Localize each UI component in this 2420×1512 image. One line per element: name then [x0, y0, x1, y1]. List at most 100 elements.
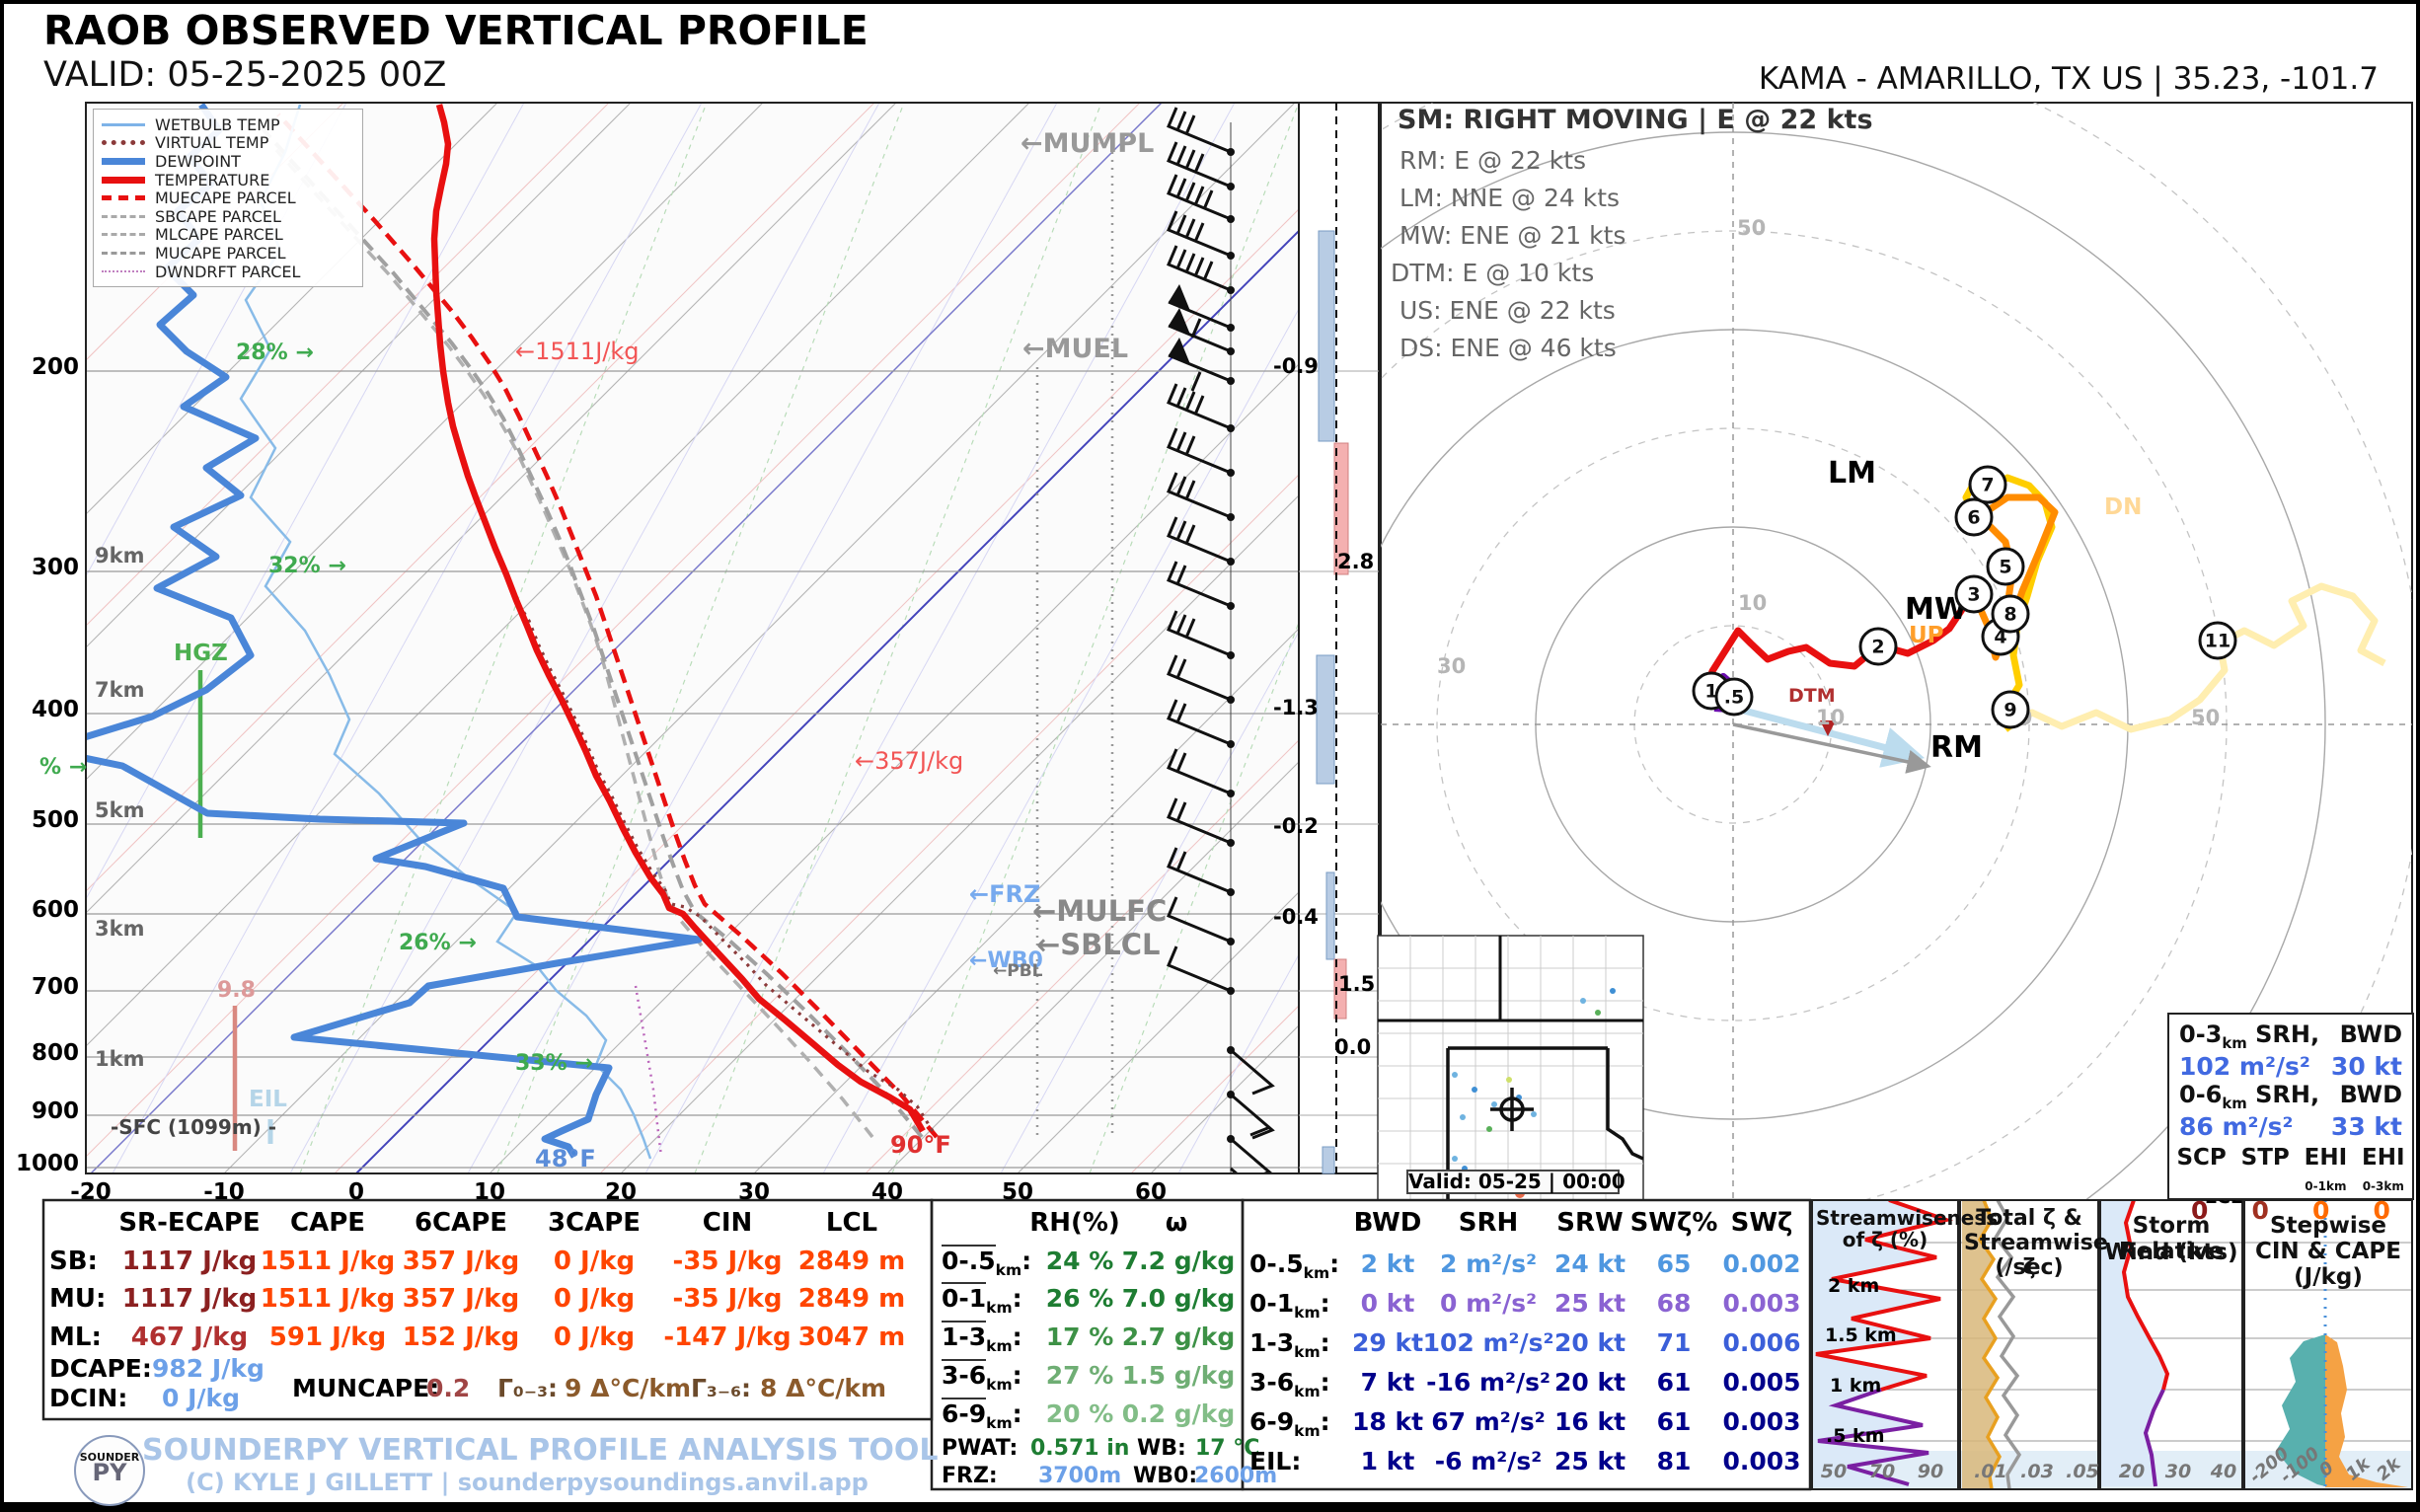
- figure-bottom-bar: [4, 1502, 2416, 1508]
- temperature-curve: [430, 104, 926, 1133]
- rh-layer-label: 0-1km:: [942, 1282, 1022, 1317]
- p1-ytick: .5 km: [1826, 1425, 1885, 1447]
- legend-label: DEWPOINT: [155, 151, 241, 171]
- bwd-0-3-value: 30 kt: [2330, 1051, 2402, 1081]
- stp-value: 0: [2251, 1195, 2269, 1225]
- logo-text-bottom: PY: [92, 1459, 127, 1486]
- p1-xtick: 70: [1868, 1461, 1896, 1482]
- bwd-row-label: BWD: [2339, 1080, 2402, 1108]
- table-panel-borders: [41, 1198, 1812, 1491]
- hodo-km-marker: 9: [1991, 690, 2030, 729]
- p1-ytick: 1 km: [1830, 1375, 1882, 1397]
- mlcape-parcel-curve: [274, 148, 874, 1139]
- cold-advection-bar: [1316, 654, 1335, 785]
- temp-tick: 10: [473, 1179, 506, 1205]
- cape-col-header: 3CAPE: [547, 1208, 642, 1238]
- gray-vorticity-curve: [1993, 1200, 2022, 1489]
- pressure-tick: 900: [31, 1098, 79, 1124]
- map-valid-label: Valid: 05-25 | 00:00: [1406, 1170, 1626, 1194]
- hodo-km-marker: 6: [1954, 497, 1994, 537]
- skewt-legend: WETBULB TEMP VIRTUAL TEMP DEWPOINT TEMPE…: [93, 109, 363, 288]
- p2-xtick: .05: [2066, 1461, 2099, 1482]
- srw-title-2: Wind (kts): [2104, 1240, 2238, 1265]
- omega-header: ω: [1165, 1208, 1188, 1238]
- shear-col-header: SRH: [1458, 1208, 1519, 1238]
- cape-col-header: 6CAPE: [414, 1208, 508, 1238]
- srh-value: 102 m²/s²: [1422, 1328, 1554, 1357]
- shear-col-header: SWζ%: [1629, 1208, 1718, 1238]
- rh-value: 26 %: [1045, 1284, 1114, 1313]
- stepwise-cin-area: [2276, 1334, 2325, 1486]
- ring-label: 10: [1816, 706, 1846, 729]
- wb0-label: ←WB0: [969, 948, 1043, 973]
- srw-value: 20 kt: [1553, 1368, 1626, 1397]
- height-label: 9km: [95, 544, 145, 567]
- p3-xtick: 30: [2164, 1461, 2192, 1482]
- srh-row-label: 0-3km SRH,: [2179, 1021, 2320, 1052]
- rh-annotation: 26% →: [399, 931, 477, 955]
- lapse-0-3-label: Γ₀₋₃:: [497, 1374, 559, 1402]
- map-inset: [1377, 935, 1644, 1201]
- height-label: 7km: [95, 678, 145, 702]
- rh-annotation: 32% →: [268, 554, 346, 578]
- mixing-ratio-value: 7.0 g/kg: [1121, 1284, 1236, 1313]
- mlcape-legend-swatch: [102, 233, 145, 237]
- cape-col-header: SR-ECAPE: [118, 1208, 261, 1238]
- pressure-tick: 700: [31, 974, 79, 1000]
- shear-layer-label: EIL:: [1249, 1447, 1302, 1475]
- rh-value: 17 %: [1045, 1323, 1114, 1351]
- scp-header: SCP: [2176, 1144, 2227, 1171]
- pressure-tick: 300: [31, 555, 79, 580]
- temp-tick: 30: [737, 1179, 771, 1205]
- bwd-value: 0 kt: [1360, 1289, 1415, 1318]
- wb0-value: 2600m: [1194, 1464, 1278, 1488]
- srw-value: 20 kt: [1553, 1328, 1626, 1357]
- srw-value: 24 kt: [1553, 1249, 1626, 1278]
- streamwise-vorticity-curve: [1977, 1200, 2002, 1489]
- cold-advection-bar: [1325, 871, 1335, 960]
- sr-ecape-mu: 1117 J/kg: [121, 1284, 258, 1314]
- mucape-legend-swatch: [102, 251, 145, 255]
- swzeta-value: 0.003: [1722, 1289, 1801, 1318]
- wb-label: WB:: [1137, 1436, 1186, 1461]
- legend-label: MUCAPE PARCEL: [155, 243, 286, 263]
- total-vorticity-fill: [1962, 1200, 2000, 1489]
- height-label: 3km: [95, 917, 145, 941]
- swzeta-pct-value: 61: [1656, 1368, 1692, 1397]
- marker-number: 1: [1704, 680, 1718, 702]
- pressure-tick: 600: [31, 897, 79, 923]
- dwndrft-parcel-curve: [634, 985, 663, 1158]
- srh-row-label: 0-6km SRH,: [2179, 1080, 2320, 1112]
- advection-value: -0.2: [1273, 814, 1319, 838]
- dcape-label: DCAPE:: [49, 1354, 152, 1383]
- mini-panels: [1811, 1199, 2413, 1490]
- rh-annotation: % →: [39, 755, 88, 780]
- lapse-3-6-label: Γ₃₋₆:: [691, 1374, 752, 1402]
- temp-tick: -10: [203, 1179, 245, 1205]
- marker-number: 11: [2204, 630, 2231, 651]
- rh-layer-label: 1-3km:: [942, 1321, 1022, 1355]
- advection-value: 2.8: [1337, 550, 1375, 573]
- pressure-tick: 400: [31, 697, 79, 722]
- pressure-tick: 1000: [16, 1151, 80, 1176]
- wb0-table-label: WB0:: [1133, 1464, 1198, 1488]
- vorticity-title-1: Total ζ &: [1976, 1206, 2082, 1231]
- streamwiseness-upper-curve: [1815, 1200, 1954, 1392]
- panel-vorticity-border: [1959, 1199, 2099, 1490]
- p1-xtick: 90: [1917, 1461, 1944, 1482]
- dcin-label: DCIN:: [49, 1384, 128, 1412]
- bwd-0-6-value: 33 kt: [2330, 1111, 2402, 1141]
- hodo-km-marker: 8: [1991, 594, 2030, 634]
- footer-tool-name: SOUNDERPY VERTICAL PROFILE ANALYSIS TOOL: [142, 1433, 939, 1468]
- hodo-km-marker: .5: [1714, 677, 1754, 717]
- temp-tick: 0: [347, 1179, 365, 1205]
- wind-barb-pennants: [1169, 284, 1190, 364]
- surface-dewpoint-label: 48°F: [535, 1145, 596, 1172]
- mulfc-label: ←MULFC: [1032, 894, 1168, 928]
- srh-value: 0 m²/s²: [1439, 1289, 1538, 1318]
- legend-label: WETBULB TEMP: [155, 114, 280, 134]
- cin-mu: -35 J/kg: [672, 1284, 783, 1314]
- srh-value: 2 m²/s²: [1439, 1249, 1538, 1278]
- cape6-sb: 357 J/kg: [402, 1247, 520, 1276]
- swzeta-pct-value: 71: [1656, 1328, 1692, 1357]
